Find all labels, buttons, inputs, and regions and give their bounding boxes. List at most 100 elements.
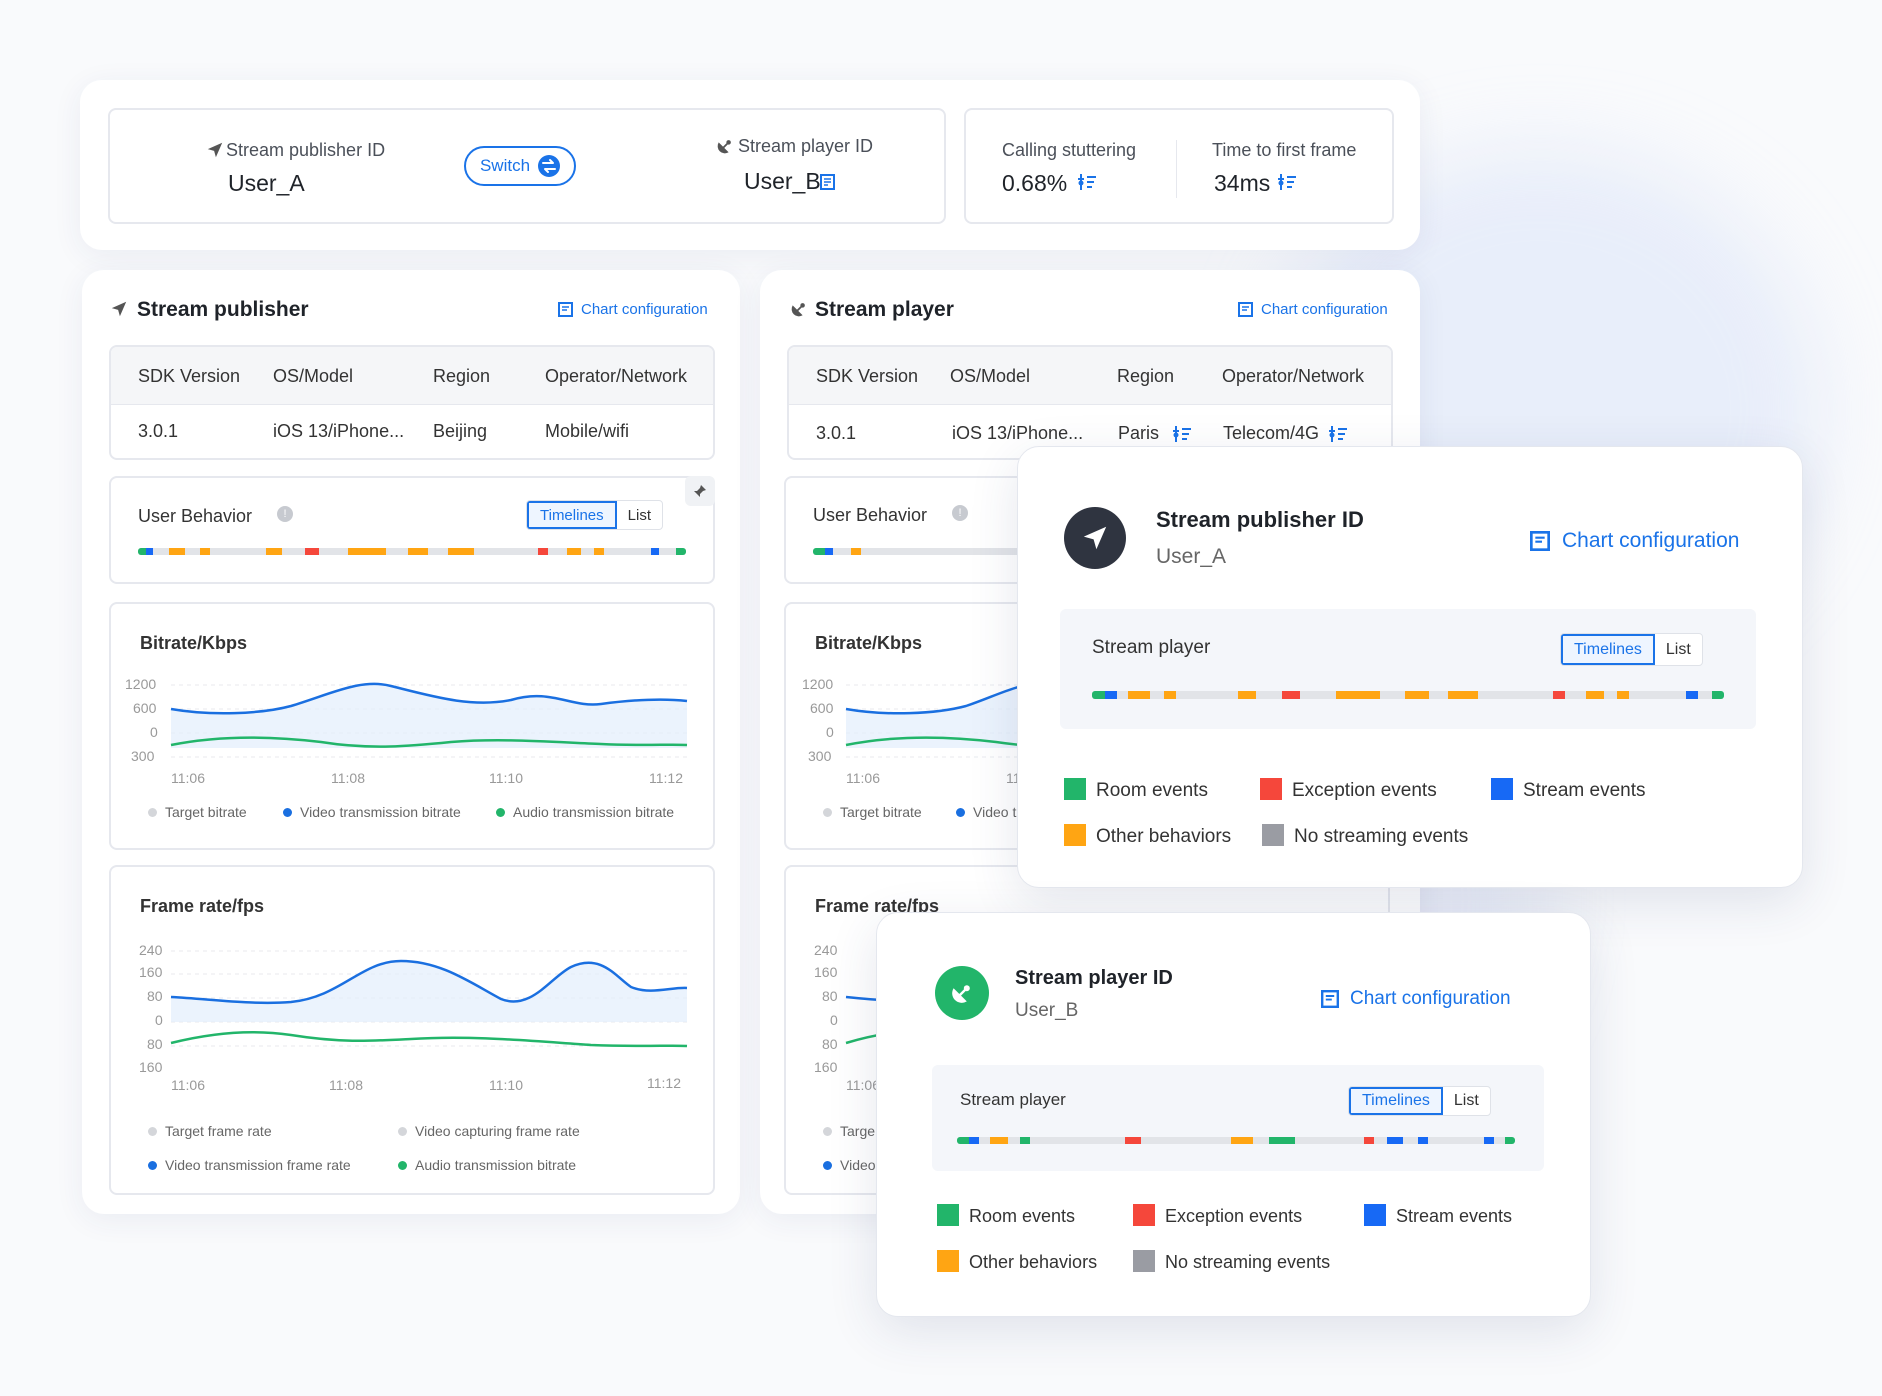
ttff-label: Time to first frame [1212, 140, 1357, 160]
legend-item[interactable]: Audio transmission bitrate [398, 1157, 576, 1173]
switch-label: Switch [479, 156, 531, 175]
view-toggle: Timelines List [526, 500, 663, 530]
filter-icon[interactable] [1078, 174, 1096, 190]
x-tick: 11:10 [489, 1077, 523, 1093]
legend-item[interactable]: Target frame rate [148, 1123, 272, 1139]
x-tick: 11:06 [171, 770, 205, 786]
y-tick: 1200 [125, 676, 157, 692]
publisher-id-label: Stream publisher ID [226, 140, 386, 160]
legend-item[interactable]: Target bitrate [823, 804, 922, 820]
cell-region: Beijing [433, 421, 488, 441]
metrics-divider [1176, 140, 1177, 198]
chart-config-link[interactable]: Chart configuration [1530, 529, 1739, 553]
chart-config-icon [1238, 302, 1253, 317]
col-region: Region [433, 366, 491, 386]
chart-config-label: Chart configuration [1350, 988, 1511, 1009]
legend-stream-events: Stream events [1364, 1204, 1512, 1227]
x-tick: 11:12 [649, 770, 683, 786]
fps-plot [170, 950, 688, 1048]
legend-item[interactable]: Video transmission bitrate [283, 804, 461, 820]
swap-icon [538, 155, 561, 177]
legend-item[interactable]: Video [823, 1157, 876, 1173]
x-tick: 11:12 [647, 1075, 681, 1091]
audio-transmission-fps-line [170, 1030, 688, 1048]
popup-user: User_B [1015, 1000, 1079, 1021]
tab-timelines[interactable]: Timelines [527, 501, 617, 529]
tab-timelines[interactable]: Timelines [1349, 1087, 1443, 1115]
x-tick: 11:06 [846, 770, 880, 786]
timeline-bar [957, 1137, 1515, 1144]
chart-config-link[interactable]: Chart configuration [1238, 301, 1388, 318]
switch-button[interactable]: Switch [464, 146, 576, 186]
legend-other-behaviors: Other behaviors [1064, 824, 1231, 848]
cell-sdk: 3.0.1 [138, 421, 179, 441]
legend-item[interactable]: Video transmission frame rate [148, 1157, 351, 1173]
x-tick: 11:10 [489, 770, 523, 786]
y-tick: 240 [139, 942, 163, 958]
cell-os: iOS 13/iPhone... [273, 421, 405, 441]
user-behavior-label: User Behavior [813, 505, 928, 525]
filter-icon[interactable] [1329, 426, 1347, 442]
y-tick: 160 [139, 964, 163, 980]
y-tick: 300 [131, 748, 155, 764]
y-tick: 600 [810, 700, 834, 716]
legend-item[interactable]: Targe [823, 1123, 875, 1139]
device-table: SDK Version OS/Model Region Operator/Net… [109, 345, 715, 460]
info-icon[interactable]: ! [952, 505, 968, 521]
chart-config-link[interactable]: Chart configuration [1321, 988, 1511, 1010]
x-tick: 11:08 [329, 1077, 363, 1093]
detail-icon[interactable] [820, 174, 836, 191]
x-tick: 11:06 [846, 1077, 880, 1093]
y-tick: 300 [808, 748, 832, 764]
player-id-label: Stream player ID [738, 136, 874, 156]
filter-icon[interactable] [1173, 426, 1191, 442]
cell-network: Telecom/4G [1223, 423, 1320, 443]
col-sdk: SDK Version [816, 366, 919, 386]
popup-title: Stream publisher ID [1156, 507, 1364, 532]
col-network: Operator/Network [1222, 366, 1365, 386]
chart-config-link[interactable]: Chart configuration [558, 301, 708, 318]
timeline-bar [1092, 691, 1724, 699]
tab-list[interactable]: List [627, 506, 651, 524]
y-tick: 1200 [802, 676, 834, 692]
tab-timelines[interactable]: Timelines [1561, 634, 1655, 665]
legend-exception-events: Exception events [1133, 1204, 1302, 1227]
view-toggle: Timelines List [1348, 1086, 1491, 1116]
legend-item[interactable]: Video t [956, 804, 1016, 820]
legend-item[interactable]: Audio transmission bitrate [496, 804, 674, 820]
ttff-value: 34ms [1214, 170, 1271, 196]
legend-item[interactable]: Video capturing frame rate [398, 1123, 580, 1139]
tab-list[interactable]: List [1453, 1092, 1479, 1109]
y-tick: 160 [139, 1059, 163, 1075]
table-header: SDK Version OS/Model Region Operator/Net… [789, 347, 1391, 405]
timeline-bar [813, 548, 1053, 555]
info-icon[interactable]: ! [277, 506, 293, 522]
bitrate-chart: Bitrate/Kbps 1200 600 0 300 11:06 11 Tar… [784, 602, 1047, 850]
popup-title: Stream player ID [1015, 967, 1173, 989]
y-tick: 80 [822, 988, 838, 1004]
fps-title: Frame rate/fps [140, 896, 265, 916]
y-tick: 80 [147, 988, 163, 1004]
legend-room-events: Room events [937, 1204, 1075, 1227]
legend-item[interactable]: Target bitrate [148, 804, 247, 820]
legend-no-streaming-events: No streaming events [1133, 1250, 1330, 1273]
legend-room-events: Room events [1064, 778, 1208, 802]
x-tick: 11:06 [171, 1077, 205, 1093]
col-os: OS/Model [950, 366, 1031, 386]
bitrate-plot [845, 680, 1047, 758]
publisher-avatar-icon [1064, 507, 1126, 569]
cell-os: iOS 13/iPhone... [952, 423, 1084, 443]
stutter-label: Calling stuttering [1002, 140, 1137, 160]
pin-icon[interactable] [685, 476, 715, 506]
user-behavior-box: User Behavior ! [784, 476, 1053, 584]
y-tick: 0 [155, 1012, 163, 1028]
col-sdk: SDK Version [138, 366, 241, 386]
summary-card: Stream publisher ID User_A Switch Stream… [80, 80, 1420, 250]
audio-transmission-line [170, 736, 688, 748]
send-arrow-icon [207, 142, 223, 158]
filter-icon[interactable] [1278, 174, 1296, 190]
tab-list[interactable]: List [1665, 640, 1691, 658]
publisher-panel: Stream publisher Chart configuration SDK… [82, 270, 740, 1214]
col-region: Region [1117, 366, 1175, 386]
fps-title: Frame rate/fps [815, 896, 940, 916]
